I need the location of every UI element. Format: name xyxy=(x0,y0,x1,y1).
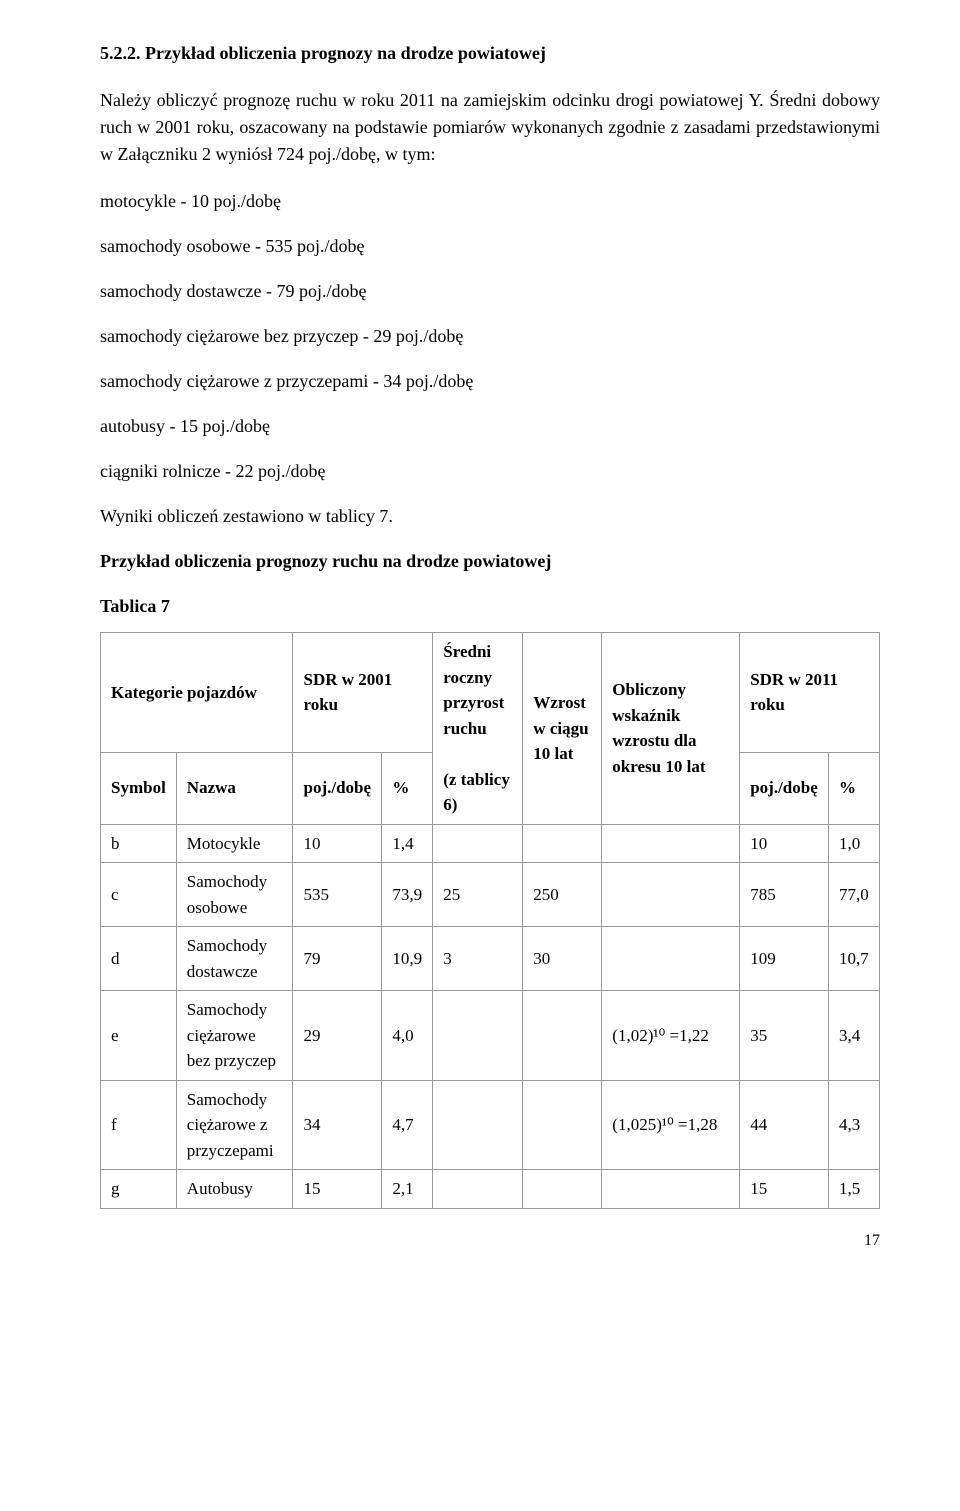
cell-pct2001: 4,0 xyxy=(382,991,433,1081)
cell-sym: g xyxy=(101,1170,177,1209)
col-sredni: Średni roczny przyrost ruchu (z tablicy … xyxy=(433,633,523,825)
col-sdr2011: SDR w 2011 roku xyxy=(740,633,880,753)
cell-sredni: 25 xyxy=(433,863,523,927)
results-line: Wyniki obliczeń zestawiono w tablicy 7. xyxy=(100,503,880,530)
cell-sdr2001: 15 xyxy=(293,1170,382,1209)
cell-obl xyxy=(602,824,740,863)
cell-nazwa: Samochody dostawcze xyxy=(176,927,293,991)
cell-sredni xyxy=(433,824,523,863)
cell-pct2001: 1,4 xyxy=(382,824,433,863)
list-item: motocykle - 10 poj./dobę xyxy=(100,188,880,215)
cell-obl xyxy=(602,863,740,927)
col-sredni-text: Średni roczny przyrost ruchu xyxy=(443,642,504,738)
list-item: samochody ciężarowe bez przyczep - 29 po… xyxy=(100,323,880,350)
col-pct-1: % xyxy=(382,752,433,824)
intro-paragraph: Należy obliczyć prognozę ruchu w roku 20… xyxy=(100,87,880,168)
col-pojdobe-1: poj./dobę xyxy=(293,752,382,824)
table-caption: Przykład obliczenia prognozy ruchu na dr… xyxy=(100,548,880,575)
cell-wzrost: 250 xyxy=(523,863,602,927)
cell-obl xyxy=(602,927,740,991)
col-obliczony: Obliczony wskaźnik wzrostu dla okresu 10… xyxy=(602,633,740,825)
cell-sym: b xyxy=(101,824,177,863)
cell-sdr2011: 35 xyxy=(740,991,829,1081)
list-item: samochody osobowe - 535 poj./dobę xyxy=(100,233,880,260)
col-kategorie: Kategorie pojazdów xyxy=(101,633,293,753)
table-row: c Samochody osobowe 535 73,9 25 250 785 … xyxy=(101,863,880,927)
col-sdr2001: SDR w 2001 roku xyxy=(293,633,433,753)
page-number: 17 xyxy=(100,1229,880,1253)
table-row: b Motocykle 10 1,4 10 1,0 xyxy=(101,824,880,863)
tablica-label: Tablica 7 xyxy=(100,593,880,620)
list-item: samochody dostawcze - 79 poj./dobę xyxy=(100,278,880,305)
table-row: f Samochody ciężarowe z przyczepami 34 4… xyxy=(101,1080,880,1170)
list-item: samochody ciężarowe z przyczepami - 34 p… xyxy=(100,368,880,395)
cell-nazwa: Samochody ciężarowe bez przyczep xyxy=(176,991,293,1081)
cell-pct2001: 2,1 xyxy=(382,1170,433,1209)
list-item: autobusy - 15 poj./dobę xyxy=(100,413,880,440)
cell-sdr2001: 29 xyxy=(293,991,382,1081)
cell-pct2011: 3,4 xyxy=(829,991,880,1081)
cell-sym: d xyxy=(101,927,177,991)
cell-obl: (1,025)¹⁰ =1,28 xyxy=(602,1080,740,1170)
cell-sredni: 3 xyxy=(433,927,523,991)
cell-sdr2001: 79 xyxy=(293,927,382,991)
cell-sym: c xyxy=(101,863,177,927)
col-pojdobe-2: poj./dobę xyxy=(740,752,829,824)
cell-obl: (1,02)¹⁰ =1,22 xyxy=(602,991,740,1081)
cell-sdr2011: 15 xyxy=(740,1170,829,1209)
cell-nazwa: Motocykle xyxy=(176,824,293,863)
cell-pct2001: 73,9 xyxy=(382,863,433,927)
table-row: g Autobusy 15 2,1 15 1,5 xyxy=(101,1170,880,1209)
cell-pct2011: 77,0 xyxy=(829,863,880,927)
col-pct-2: % xyxy=(829,752,880,824)
cell-pct2011: 1,0 xyxy=(829,824,880,863)
cell-obl xyxy=(602,1170,740,1209)
cell-sredni xyxy=(433,1170,523,1209)
cell-pct2011: 10,7 xyxy=(829,927,880,991)
col-symbol: Symbol xyxy=(101,752,177,824)
table-header-row-1: Kategorie pojazdów SDR w 2001 roku Średn… xyxy=(101,633,880,753)
cell-wzrost: 30 xyxy=(523,927,602,991)
cell-nazwa: Samochody osobowe xyxy=(176,863,293,927)
col-wzrost: Wzrost w ciągu 10 lat xyxy=(523,633,602,825)
table-body: b Motocykle 10 1,4 10 1,0 c Samochody os… xyxy=(101,824,880,1208)
cell-pct2011: 1,5 xyxy=(829,1170,880,1209)
cell-pct2001: 10,9 xyxy=(382,927,433,991)
col-nazwa: Nazwa xyxy=(176,752,293,824)
cell-sym: f xyxy=(101,1080,177,1170)
cell-sdr2001: 34 xyxy=(293,1080,382,1170)
cell-sdr2011: 44 xyxy=(740,1080,829,1170)
cell-sredni xyxy=(433,991,523,1081)
section-heading: 5.2.2. Przykład obliczenia prognozy na d… xyxy=(100,40,880,67)
cell-sdr2011: 10 xyxy=(740,824,829,863)
cell-wzrost xyxy=(523,1170,602,1209)
table-row: e Samochody ciężarowe bez przyczep 29 4,… xyxy=(101,991,880,1081)
cell-wzrost xyxy=(523,991,602,1081)
data-table: Kategorie pojazdów SDR w 2001 roku Średn… xyxy=(100,632,880,1209)
table-row: d Samochody dostawcze 79 10,9 3 30 109 1… xyxy=(101,927,880,991)
list-item: ciągniki rolnicze - 22 poj./dobę xyxy=(100,458,880,485)
cell-sdr2001: 10 xyxy=(293,824,382,863)
cell-sym: e xyxy=(101,991,177,1081)
cell-sdr2011: 785 xyxy=(740,863,829,927)
cell-sdr2001: 535 xyxy=(293,863,382,927)
cell-nazwa: Samochody ciężarowe z przyczepami xyxy=(176,1080,293,1170)
cell-sdr2011: 109 xyxy=(740,927,829,991)
cell-pct2011: 4,3 xyxy=(829,1080,880,1170)
cell-nazwa: Autobusy xyxy=(176,1170,293,1209)
cell-wzrost xyxy=(523,1080,602,1170)
cell-pct2001: 4,7 xyxy=(382,1080,433,1170)
col-sredni-sub: (z tablicy 6) xyxy=(443,770,510,815)
cell-sredni xyxy=(433,1080,523,1170)
cell-wzrost xyxy=(523,824,602,863)
